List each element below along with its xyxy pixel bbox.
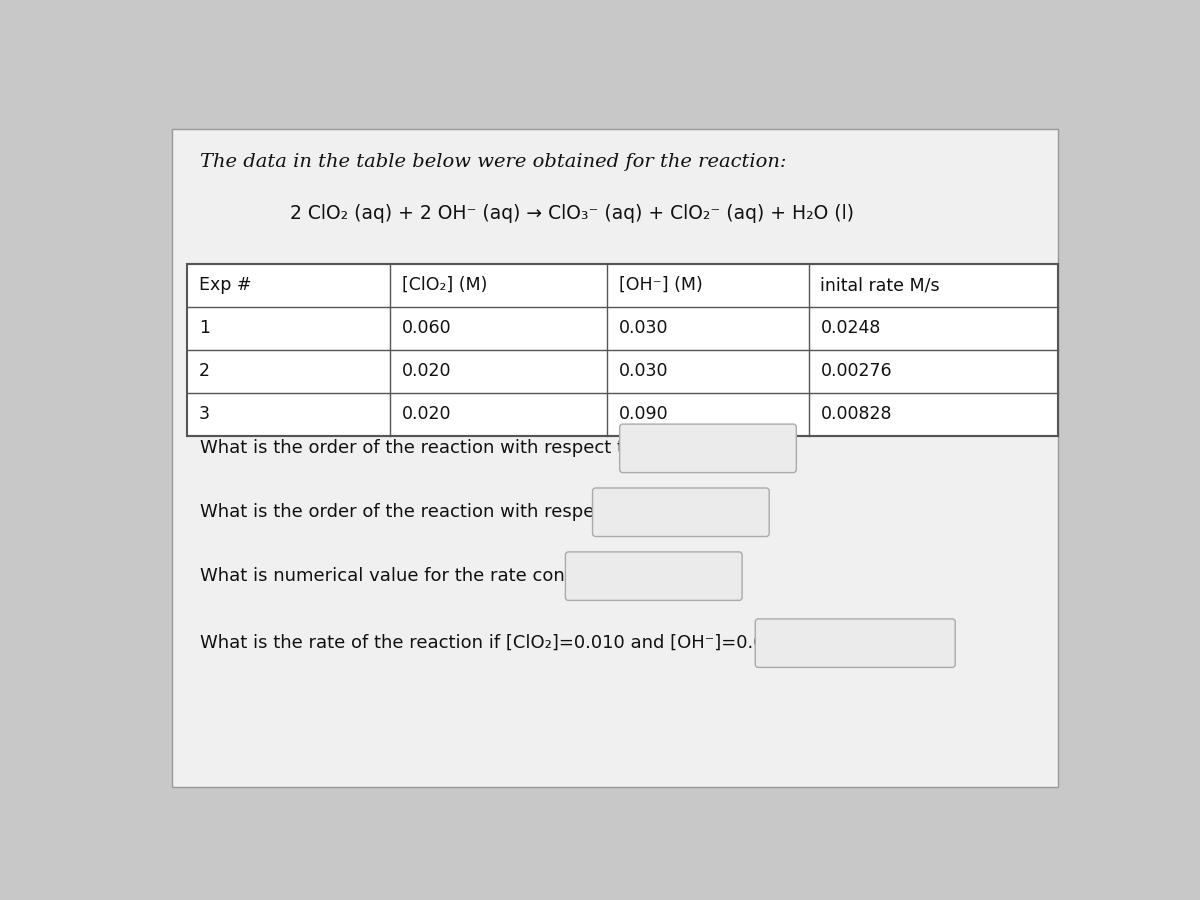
Text: 0.00828: 0.00828 — [821, 406, 892, 424]
Text: 0.030: 0.030 — [619, 320, 668, 338]
FancyBboxPatch shape — [172, 129, 1058, 788]
Text: Exp #: Exp # — [199, 276, 251, 294]
Bar — [187, 264, 1058, 436]
Text: inital rate M/s: inital rate M/s — [821, 276, 940, 294]
Text: 3: 3 — [199, 406, 210, 424]
Text: 0.060: 0.060 — [402, 320, 451, 338]
FancyBboxPatch shape — [755, 619, 955, 668]
Text: 2: 2 — [199, 363, 210, 381]
Text: 0.090: 0.090 — [619, 406, 668, 424]
Text: The data in the table below were obtained for the reaction:: The data in the table below were obtaine… — [200, 153, 787, 171]
Text: 0.020: 0.020 — [402, 363, 451, 381]
FancyBboxPatch shape — [619, 424, 797, 472]
Text: 0.020: 0.020 — [402, 406, 451, 424]
Text: 2 ClO₂ (aq) + 2 OH⁻ (aq) → ClO₃⁻ (aq) + ClO₂⁻ (aq) + H₂O (l): 2 ClO₂ (aq) + 2 OH⁻ (aq) → ClO₃⁻ (aq) + … — [289, 204, 853, 223]
Text: [ClO₂] (M): [ClO₂] (M) — [402, 276, 487, 294]
Text: What is the order of the reaction with respect to OH⁻?: What is the order of the reaction with r… — [200, 503, 688, 521]
Text: 0.030: 0.030 — [619, 363, 668, 381]
Bar — [187, 264, 1058, 436]
FancyBboxPatch shape — [593, 488, 769, 536]
FancyBboxPatch shape — [565, 552, 742, 600]
Text: What is the order of the reaction with respect to ClO₂?: What is the order of the reaction with r… — [200, 439, 690, 457]
Text: What is numerical value for the rate constant, k?: What is numerical value for the rate con… — [200, 567, 642, 585]
Text: [OH⁻] (M): [OH⁻] (M) — [619, 276, 703, 294]
Text: 1: 1 — [199, 320, 210, 338]
Text: What is the rate of the reaction if [ClO₂]=0.010 and [OH⁻]=0.050?: What is the rate of the reaction if [ClO… — [200, 634, 797, 652]
Text: 0.00276: 0.00276 — [821, 363, 892, 381]
Text: 0.0248: 0.0248 — [821, 320, 881, 338]
